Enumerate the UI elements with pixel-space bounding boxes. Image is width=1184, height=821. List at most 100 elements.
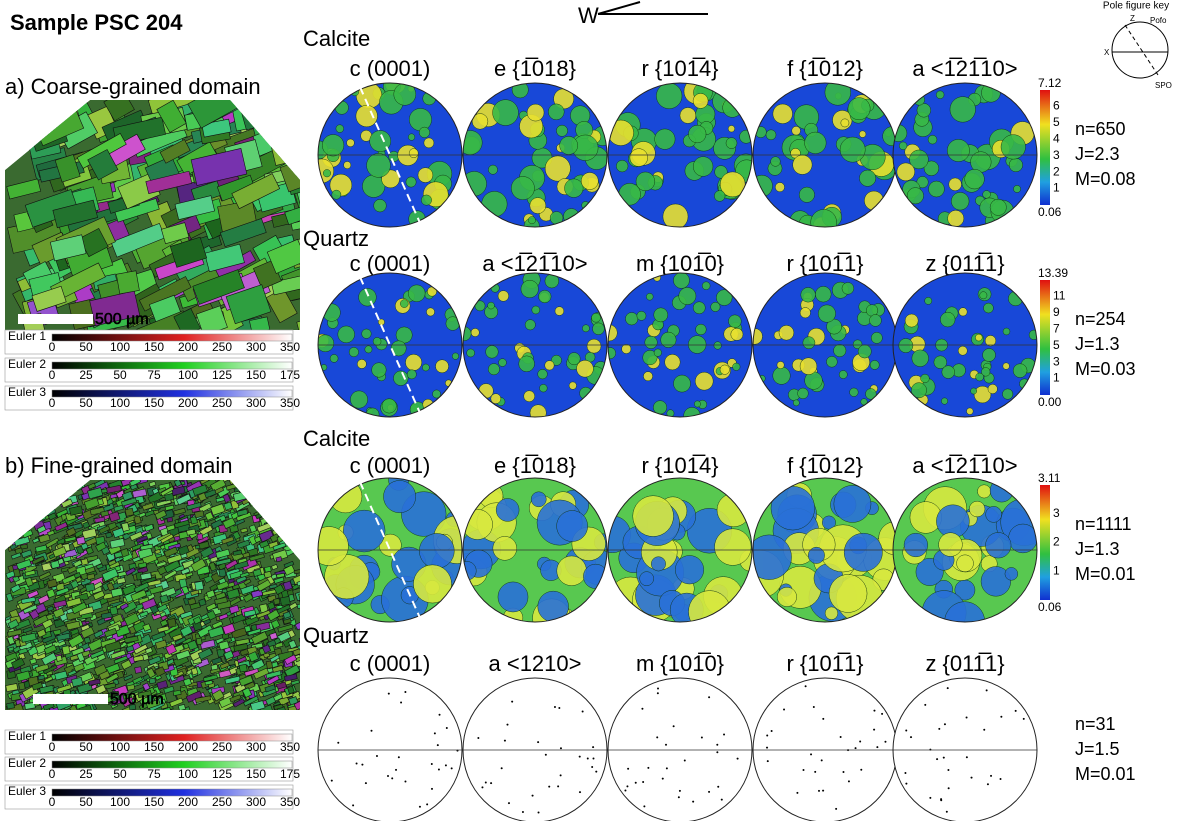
- pf-contour: [693, 302, 705, 314]
- euler-name: Euler 2: [8, 357, 46, 371]
- pf-dot: [1023, 718, 1025, 720]
- pf-contour: [407, 370, 416, 379]
- pf-dot: [387, 775, 389, 777]
- grain: [63, 482, 72, 488]
- grain: [24, 499, 36, 506]
- pf-contour: [493, 100, 519, 126]
- pf-contour: [985, 335, 996, 346]
- pf-contour: [426, 308, 434, 316]
- colorbar-label: 13.39: [1038, 266, 1068, 280]
- pf-contour: [486, 345, 499, 358]
- pf-dot: [398, 756, 400, 758]
- euler-tick: 200: [178, 795, 198, 809]
- grain: [251, 496, 262, 503]
- pf-contour: [427, 287, 436, 296]
- pf-contour: [374, 199, 387, 212]
- figure-label: a <1̅21̅10>: [912, 56, 1017, 81]
- pf-contour: [343, 510, 385, 552]
- colorbar-label: 3: [1053, 506, 1060, 520]
- grain: [283, 508, 295, 516]
- pole-figure: [456, 478, 616, 637]
- pf-contour: [942, 366, 955, 379]
- figure-label: r {101̅1}: [786, 651, 863, 676]
- pf-contour: [950, 97, 976, 123]
- pf-contour: [833, 344, 846, 357]
- pf-contour: [720, 365, 730, 375]
- figure-label: e {1̅018}: [494, 56, 576, 81]
- pf-contour: [496, 498, 519, 521]
- grain: [259, 507, 268, 514]
- grain: [10, 495, 23, 502]
- euler-name: Euler 1: [8, 329, 46, 343]
- grain: [196, 638, 202, 645]
- grain: [285, 488, 299, 495]
- grain: [13, 525, 21, 533]
- grain: [297, 489, 305, 497]
- grain: [290, 536, 305, 546]
- pf-dot: [545, 754, 547, 756]
- euler-tick: 100: [110, 340, 130, 354]
- pf-contour: [1013, 364, 1027, 378]
- pf-dot: [642, 781, 644, 783]
- grain: [53, 478, 69, 491]
- title: Sample PSC 204: [10, 10, 183, 35]
- pf-contour: [688, 125, 706, 143]
- pf-contour: [362, 329, 372, 339]
- pf-contour: [731, 328, 743, 340]
- pf-contour: [329, 480, 362, 513]
- pf-contour: [538, 369, 548, 379]
- pf-dot: [987, 783, 989, 785]
- grain: [15, 505, 29, 514]
- pf-dot: [446, 727, 448, 729]
- colorbar-label: 0.06: [1038, 600, 1062, 614]
- colorbar-label: 4: [1053, 131, 1060, 145]
- pf-contour: [928, 181, 944, 197]
- pole-figure: [753, 678, 897, 821]
- grain: [300, 701, 313, 710]
- grain: [299, 595, 315, 605]
- pf-contour: [646, 293, 653, 300]
- figure-label: c (0001): [350, 453, 431, 478]
- grain: [282, 515, 297, 525]
- pf-contour: [773, 367, 791, 385]
- figure-label: f {1̅012}: [787, 56, 863, 81]
- shear-label: W: [578, 3, 599, 28]
- grain: [286, 514, 301, 525]
- euler-tick: 250: [212, 340, 232, 354]
- figure-label: c (0001): [350, 251, 431, 276]
- pf-contour: [688, 336, 706, 354]
- pf-contour: [716, 290, 732, 306]
- pf-dot: [635, 782, 637, 784]
- pf-dot: [766, 735, 768, 737]
- pf-contour: [357, 359, 366, 368]
- pf-contour: [694, 401, 700, 407]
- grain: [247, 481, 261, 489]
- mineral-label: Calcite: [303, 426, 370, 451]
- grain: [13, 526, 26, 532]
- colorbar-label: 3: [1053, 354, 1060, 368]
- pole-figure: [751, 79, 902, 235]
- pf-contour: [580, 387, 592, 399]
- stats: J=2.3: [1075, 144, 1120, 164]
- pf-contour: [818, 305, 835, 322]
- pf-contour: [673, 272, 689, 288]
- pf-dot: [538, 811, 540, 813]
- pf-contour: [309, 527, 348, 566]
- pf-contour: [349, 347, 359, 357]
- pf-dot: [647, 767, 649, 769]
- grain: [13, 485, 23, 493]
- euler-tick: 300: [246, 740, 266, 754]
- grain: [276, 557, 282, 562]
- pf-contour: [317, 335, 334, 352]
- pf-dot: [905, 783, 907, 785]
- grain: [239, 664, 247, 672]
- pf-contour: [565, 179, 584, 198]
- key-spo: SPO: [1155, 81, 1172, 90]
- grain: [13, 509, 28, 519]
- stats: n=31: [1075, 714, 1116, 734]
- pf-contour: [899, 338, 913, 352]
- pf-contour: [491, 394, 501, 404]
- pf-contour: [556, 125, 567, 136]
- pf-contour: [651, 557, 665, 571]
- pf-contour: [616, 160, 628, 172]
